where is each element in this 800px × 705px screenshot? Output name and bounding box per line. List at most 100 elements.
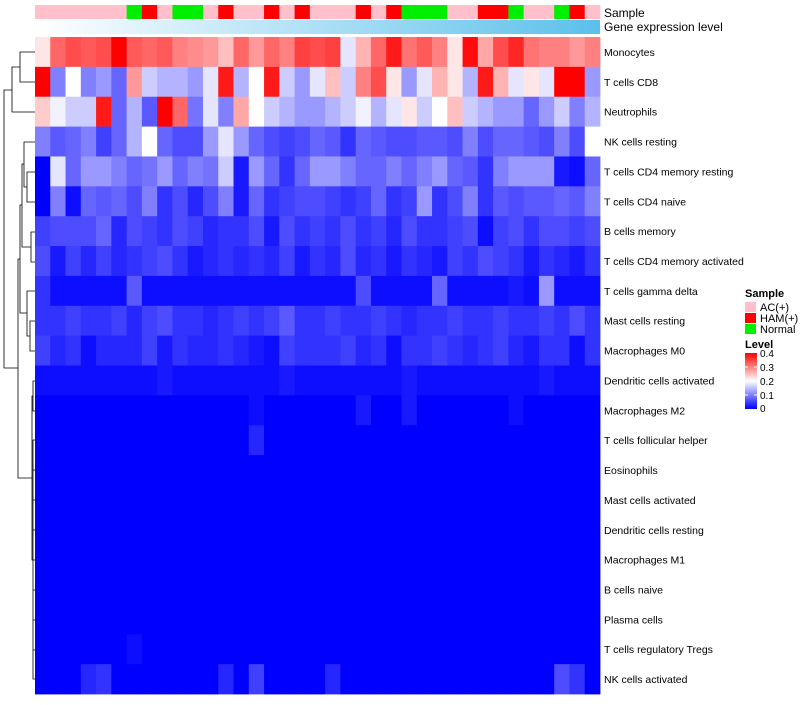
heatmap-cell (493, 574, 509, 605)
heatmap-cell (355, 335, 372, 366)
heatmap-cell (340, 305, 357, 337)
heatmap-cell (126, 275, 143, 307)
heatmap-cell (477, 395, 494, 426)
heatmap-cell (401, 126, 418, 157)
heatmap-cell (172, 335, 189, 366)
heatmap-cell (50, 395, 66, 426)
heatmap-cell (187, 365, 204, 396)
heatmap-cell (584, 156, 601, 187)
gene-expression-level-track (35, 20, 600, 34)
heatmap-cell (325, 156, 341, 187)
heatmap-cell (126, 246, 143, 277)
heatmap-cell (325, 544, 341, 575)
heatmap-cell (279, 275, 295, 307)
sample-annotation-cell (264, 5, 280, 19)
heatmap-cell (508, 335, 525, 366)
heatmap-cell (447, 484, 463, 516)
heatmap-cell (80, 365, 97, 396)
heatmap-cell (65, 395, 82, 426)
heatmap-cell (416, 275, 433, 307)
heatmap-cell (538, 246, 555, 277)
heatmap-cell (65, 305, 82, 337)
heatmap-cell (584, 246, 601, 277)
heatmap-cell (416, 604, 433, 635)
heatmap-cell (294, 574, 311, 605)
heatmap-cell (279, 664, 295, 695)
heatmap-cell (111, 305, 128, 337)
heatmap-cell (172, 604, 189, 635)
heatmap-cell (141, 275, 158, 307)
heatmap-cell (508, 604, 525, 635)
heatmap-cell (233, 246, 250, 277)
heatmap-cell (477, 126, 494, 157)
heatmap-cell (493, 66, 509, 98)
heatmap-cell (401, 246, 418, 277)
heatmap-cell (386, 634, 402, 665)
heatmap-cell (172, 634, 189, 665)
heatmap-cell (386, 156, 402, 187)
heatmap-cell (554, 365, 570, 396)
heatmap-cell (50, 37, 66, 68)
heatmap-cell (96, 335, 112, 366)
legend-swatch-ac (745, 302, 756, 312)
heatmap-cell (233, 96, 250, 127)
heatmap-cell (202, 455, 219, 486)
sample-annotation-cell (477, 5, 494, 19)
heatmap-cell (370, 634, 387, 665)
heatmap-cell (416, 335, 433, 366)
row-label: Monocytes (604, 47, 655, 59)
heatmap-cell (370, 216, 387, 247)
heatmap-cell (264, 96, 280, 127)
heatmap-cell (462, 246, 479, 277)
heatmap-cell (538, 37, 555, 68)
heatmap-cell (355, 365, 372, 396)
heatmap-cell (187, 126, 204, 157)
heatmap-cell (294, 246, 311, 277)
heatmap-cell (65, 574, 82, 605)
heatmap-cell (218, 604, 234, 635)
heatmap-cell (340, 335, 357, 366)
heatmap-cell (538, 544, 555, 575)
heatmap-cell (264, 634, 280, 665)
heatmap-cell (340, 395, 357, 426)
heatmap-cell (157, 484, 173, 516)
heatmap-cell (141, 365, 158, 396)
heatmap-cell (538, 126, 555, 157)
heatmap-cell (477, 156, 494, 187)
heatmap-cell (294, 514, 311, 546)
heatmap-cell (294, 664, 311, 695)
row-label: Eosinophils (604, 465, 658, 477)
heatmap-cell (80, 216, 97, 247)
heatmap-cell (141, 634, 158, 665)
heatmap-cell (554, 634, 570, 665)
heatmap-cell (96, 604, 112, 635)
heatmap-cell (264, 544, 280, 575)
heatmap-cell (187, 156, 204, 187)
heatmap-cell (248, 604, 265, 635)
heatmap-cell (111, 216, 128, 247)
heatmap-cell (279, 96, 295, 127)
heatmap-cell (172, 455, 189, 486)
dendro-mid-d (19, 204, 27, 314)
heatmap-cell (202, 246, 219, 277)
heatmap-cell (264, 514, 280, 546)
heatmap-cell (96, 664, 112, 695)
heatmap-cell (584, 365, 601, 396)
heatmap-cell (264, 664, 280, 695)
heatmap-cell (264, 574, 280, 605)
heatmap-cell (65, 66, 82, 98)
heatmap-cell (370, 275, 387, 307)
heatmap-cell (126, 574, 143, 605)
heatmap-cell (340, 574, 357, 605)
heatmap-cell (462, 66, 479, 98)
heatmap-cell (65, 246, 82, 277)
heatmap-cell (111, 425, 128, 456)
heatmap-cell (35, 126, 51, 157)
sample-annotation-track (35, 5, 601, 19)
sample-annotation-cell (462, 5, 479, 19)
row-label: Macrophages M0 (604, 346, 685, 358)
heatmap-cell (218, 305, 234, 337)
heatmap-cell (202, 365, 219, 396)
heatmap-cell (126, 395, 143, 426)
legend: Sample AC(+) HAM(+) Normal Level 0.4 0.3… (745, 288, 798, 415)
